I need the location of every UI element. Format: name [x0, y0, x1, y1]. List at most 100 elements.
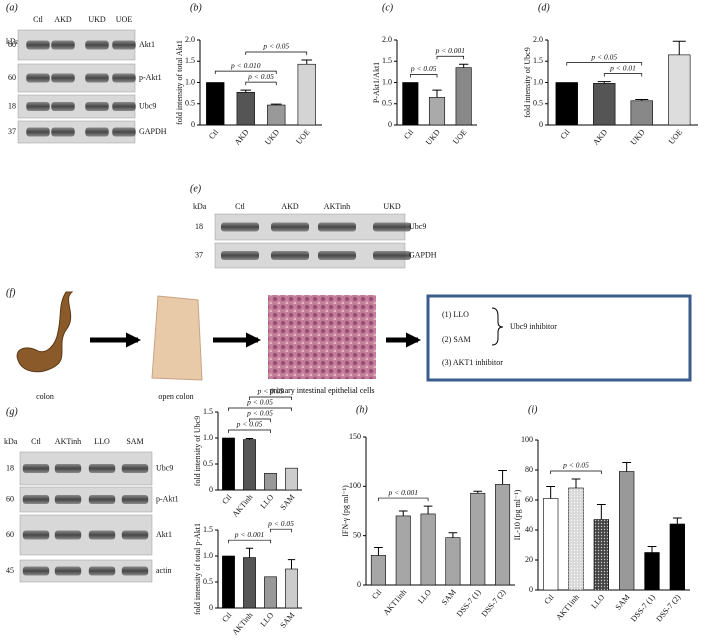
- band-label: Ubc9: [139, 101, 156, 110]
- blot-band: [121, 495, 149, 504]
- y-axis-label: fold intensity of total p-Akt1: [193, 523, 202, 615]
- y-tick-label: 0.5: [185, 99, 195, 108]
- y-tick-label: 1.0: [203, 551, 213, 560]
- significance-bracket: [228, 429, 271, 433]
- marker-label: 18: [6, 463, 14, 472]
- marker-label: 60: [8, 40, 16, 49]
- lane-label: UKD: [88, 15, 106, 24]
- blot-band: [112, 40, 136, 50]
- x-tick-label: SAM: [440, 588, 458, 607]
- significance-label: p < 0.05: [562, 461, 589, 470]
- x-tick-label: Ctl: [220, 492, 234, 506]
- blot-band: [121, 566, 149, 576]
- y-tick-label: 0: [388, 120, 392, 129]
- x-tick-label: DSS-7 (1): [629, 592, 657, 623]
- y-tick-label: 0: [209, 603, 213, 612]
- bar: [370, 555, 386, 586]
- x-tick-label: Ctl: [220, 610, 234, 624]
- box-item: (1) LLO: [442, 310, 469, 319]
- step-label: colon: [36, 392, 54, 401]
- x-tick-label: DSS-7 (2): [654, 592, 682, 623]
- blot-band: [22, 495, 50, 504]
- error-bar: [622, 462, 632, 472]
- error-bar: [672, 40, 686, 55]
- lane-label: UOE: [116, 15, 133, 24]
- panel-label: (h): [356, 404, 368, 415]
- bar: [420, 513, 436, 586]
- bar: [630, 100, 653, 126]
- blot-band: [22, 566, 50, 576]
- error-bar: [398, 510, 408, 516]
- blot-band: [85, 73, 109, 83]
- significance-bracket: [228, 539, 271, 544]
- panel-label: (b): [190, 2, 202, 13]
- x-tick-label: AKTinh: [231, 611, 255, 637]
- band-label: Ubc9: [156, 463, 173, 472]
- error-bar: [672, 517, 682, 524]
- lane-label: Ctl: [235, 202, 246, 211]
- marker-label: 60: [8, 73, 16, 82]
- x-tick-label: Ctl: [207, 127, 221, 141]
- significance-bracket: [245, 81, 277, 86]
- y-tick-label: 1.0: [185, 77, 195, 86]
- marker-label: 18: [8, 101, 16, 110]
- x-tick-label: Ctl: [559, 127, 573, 141]
- diagram: (f) colon open colon primary intestinal …: [6, 287, 692, 401]
- y-axis-label: IL-10 (pg ml⁻¹): [513, 489, 522, 540]
- x-tick-label: LLO: [259, 611, 276, 629]
- y-axis-label: IFN-γ (pg ml⁻¹): [341, 485, 350, 537]
- error-bar: [287, 559, 296, 569]
- error-bar: [596, 504, 606, 520]
- lane-label: LLO: [94, 437, 110, 446]
- y-tick-label: 50: [353, 530, 361, 539]
- panel-label: (d): [538, 2, 550, 13]
- blot-band: [85, 127, 109, 137]
- significance-label: p < 0.05: [246, 398, 273, 407]
- x-tick-label: SAM: [614, 593, 632, 612]
- blot-band: [26, 73, 50, 83]
- x-tick-label: AKT1inh: [382, 588, 409, 617]
- x-tick-label: LLO: [259, 493, 276, 511]
- bar: [243, 557, 256, 609]
- significance-bracket: [550, 470, 602, 474]
- significance-bracket: [270, 528, 292, 533]
- lane-label: UKD: [383, 202, 401, 211]
- error-bar: [270, 103, 282, 106]
- x-tick-label: UOE: [294, 128, 312, 146]
- bar: [455, 67, 472, 126]
- bar-hatch: [568, 488, 584, 590]
- lane-label: AKD: [54, 15, 72, 24]
- error-bar: [546, 486, 556, 499]
- blot-band: [54, 464, 82, 473]
- blot-band: [51, 40, 75, 50]
- error-bar: [245, 438, 254, 440]
- y-tick-label: 1.0: [203, 433, 213, 442]
- y-tick-label: 60: [525, 495, 533, 504]
- significance-label: p < 0.05: [590, 52, 617, 61]
- significance-label: p < 0.05: [410, 64, 437, 73]
- y-tick-label: 1.5: [203, 407, 213, 416]
- chart: (b) fold intensity of total Akt1 0 0.5 1.0 1.…: [175, 2, 322, 147]
- blot-band: [26, 40, 50, 50]
- blot-band: [54, 495, 82, 504]
- y-tick-label: 100: [521, 435, 533, 444]
- blot-band: [221, 251, 259, 260]
- error-bar: [571, 478, 581, 488]
- significance-label: p < 0.05: [247, 72, 274, 81]
- open-colon-image: [151, 295, 203, 381]
- marker-label: 45: [6, 566, 14, 575]
- cells-image: [268, 295, 376, 379]
- x-tick-label: SAM: [278, 611, 296, 630]
- marker-label: 18: [195, 222, 203, 231]
- blot-band: [26, 127, 50, 137]
- x-tick-label: DSS-7 (1): [455, 587, 483, 618]
- step-label: open colon: [158, 392, 193, 401]
- error-bar: [647, 546, 657, 553]
- band-label: GAPDH: [409, 250, 437, 259]
- blot-band: [51, 102, 75, 111]
- error-bar: [448, 532, 458, 538]
- y-tick-label: 0: [357, 580, 361, 589]
- bar: [236, 91, 255, 126]
